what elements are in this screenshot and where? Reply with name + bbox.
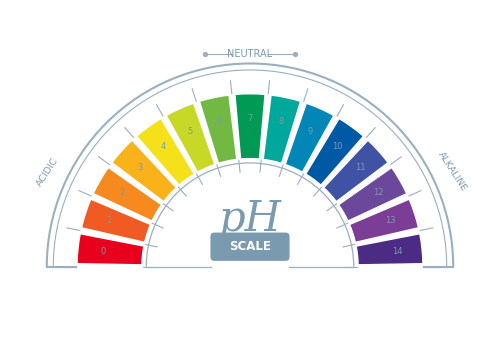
Text: 12: 12 bbox=[373, 188, 384, 197]
Wedge shape bbox=[235, 94, 265, 159]
Text: 5: 5 bbox=[187, 127, 192, 136]
Wedge shape bbox=[94, 167, 162, 221]
Wedge shape bbox=[338, 167, 406, 221]
Text: NEUTRAL: NEUTRAL bbox=[228, 49, 272, 59]
Text: 11: 11 bbox=[355, 163, 366, 172]
Text: 4: 4 bbox=[160, 142, 166, 152]
Text: 3: 3 bbox=[138, 163, 142, 172]
Text: ALKALINE: ALKALINE bbox=[436, 150, 468, 193]
Wedge shape bbox=[263, 95, 300, 163]
Text: 2: 2 bbox=[119, 188, 124, 197]
Text: 14: 14 bbox=[392, 247, 402, 256]
Wedge shape bbox=[136, 119, 194, 185]
Wedge shape bbox=[285, 103, 334, 172]
Text: ACIDIC: ACIDIC bbox=[36, 155, 60, 188]
Wedge shape bbox=[350, 199, 418, 242]
Text: 8: 8 bbox=[278, 118, 283, 126]
Wedge shape bbox=[82, 199, 150, 242]
Text: 1: 1 bbox=[106, 216, 112, 225]
Wedge shape bbox=[166, 103, 215, 172]
Wedge shape bbox=[324, 140, 388, 202]
Text: SCALE: SCALE bbox=[229, 240, 271, 253]
Wedge shape bbox=[356, 234, 423, 265]
Text: 6: 6 bbox=[216, 118, 222, 126]
Text: 9: 9 bbox=[308, 127, 313, 136]
Text: 10: 10 bbox=[332, 142, 342, 152]
Text: 7: 7 bbox=[248, 114, 252, 123]
Wedge shape bbox=[112, 140, 176, 202]
Wedge shape bbox=[200, 95, 237, 163]
Text: 13: 13 bbox=[386, 216, 396, 225]
Wedge shape bbox=[306, 119, 364, 185]
Text: 0: 0 bbox=[100, 247, 105, 256]
Wedge shape bbox=[77, 234, 144, 265]
FancyBboxPatch shape bbox=[210, 233, 290, 261]
Text: pH: pH bbox=[218, 198, 282, 240]
